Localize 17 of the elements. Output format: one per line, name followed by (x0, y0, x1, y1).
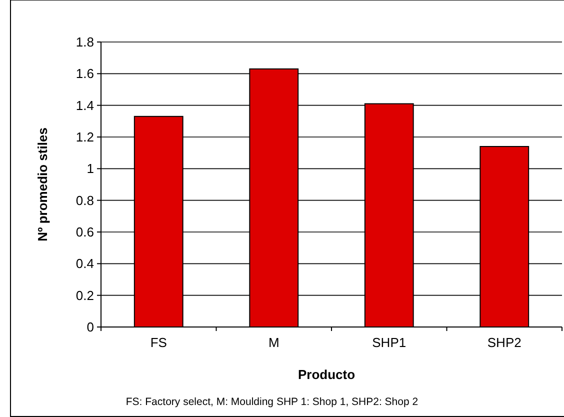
x-tick-label: M (268, 335, 280, 350)
y-tick-label: 1.2 (76, 130, 94, 145)
x-tick-label: SHP1 (372, 335, 406, 350)
y-tick-label: 0.2 (76, 288, 94, 303)
y-tick-label: 1.6 (76, 66, 94, 82)
x-tick-label: FS (150, 335, 168, 350)
y-tick-label: 1 (86, 161, 94, 176)
y-tick-label: 1.8 (76, 34, 94, 50)
text: FS: Factory select, M: Moulding SHP 1: Shop 1, SHP2: Shop 2 (126, 396, 418, 408)
y-tick-label: 0 (86, 320, 94, 335)
y-axis-title: Nº promedio stiles (35, 128, 50, 242)
y-tick-label: 0.8 (76, 192, 94, 208)
y-tick-label: 0.6 (76, 224, 94, 240)
x-tick-label: SHP2 (487, 335, 522, 350)
y-tick-label: 0.4 (76, 256, 94, 272)
x-axis-title: Producto (298, 367, 356, 382)
y-tick-label: 1.4 (76, 98, 94, 113)
